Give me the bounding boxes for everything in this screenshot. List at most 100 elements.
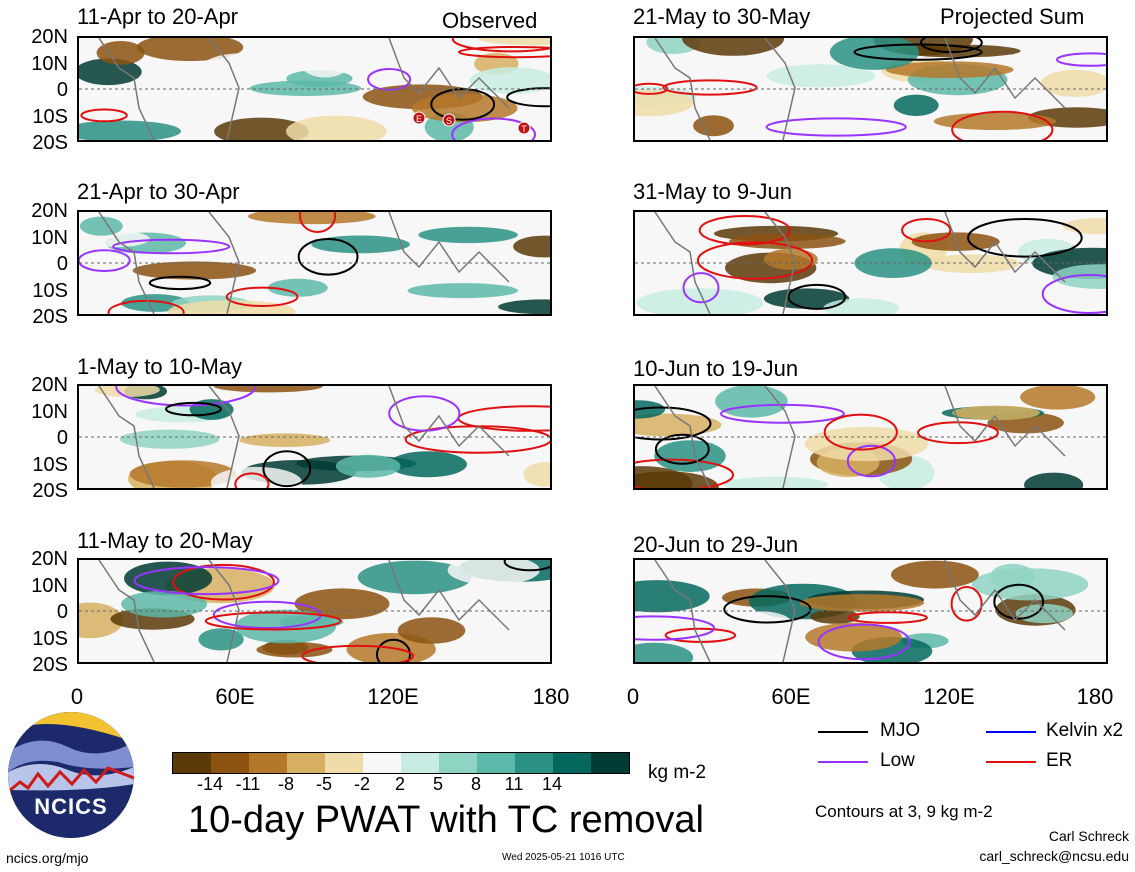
panel-tag: Projected Sum [940,4,1085,29]
anomaly-shade [79,292,120,309]
wave-contour [204,611,342,631]
map-panel [77,210,552,316]
tc-marker-label: T [521,124,527,134]
wave-contour [846,444,896,478]
wave-contour [698,215,791,246]
anomaly-shade [1052,264,1106,289]
wave-contour [787,283,847,310]
colorbar-swatch [287,753,325,773]
lat-label: 20S [32,480,68,502]
anomaly-shade [249,80,362,96]
colorbar-labels: -14 -11 -8 -5 -2 2 5 8 11 14 [172,774,628,794]
coastline [654,386,1066,488]
colorbar-label: -14 [196,774,224,794]
wave-contour [148,275,212,291]
wave-contour [993,583,1045,620]
anomaly-shade [891,560,979,589]
colorbar-label: 2 [394,774,406,794]
anomaly-shade [513,235,550,258]
anomaly-shade [635,413,722,437]
contours-note: Contours at 3, 9 kg m-2 [815,802,993,821]
legend-label-low: Low [880,750,915,771]
anomaly-shade [1015,604,1073,624]
anomaly-shade [635,400,666,419]
legend-label-mjo: MJO [880,720,921,741]
anomaly-shade [256,641,333,658]
lon-label: 120E [367,684,419,709]
author-name: Carl Schreck [1048,828,1129,844]
anomaly-shade [829,38,919,70]
wave-contour [853,43,983,61]
colorbar-swatch [173,753,211,773]
colorbar-swatch [401,753,439,773]
anomaly-shade [498,299,550,314]
map-panel: E S T [77,36,552,142]
map-panel [633,36,1108,142]
colorbar-label: -2 [353,774,371,794]
lat-label: 20S [32,654,68,676]
ncics-logo: NCICS [8,712,134,838]
wave-contour [1056,52,1106,67]
anomaly-shade [804,426,929,462]
logo-text: NCICS [34,794,108,819]
map-field [635,386,1106,488]
wave-contour [165,401,222,417]
map-field [79,386,550,488]
map-panel [633,210,1108,316]
lat-label: 10S [32,453,68,476]
anomaly-shade [1020,386,1096,410]
panel-title: 11-Apr to 20-Apr [77,4,239,29]
colorbar-swatch [515,753,553,773]
anomaly-shade [715,386,788,418]
lat-label: 20N [31,548,68,570]
colorbar-swatch [553,753,591,773]
anomaly-shade [388,451,467,478]
wave-contour [430,88,496,121]
map-field [635,212,1106,314]
wave-contour [654,433,710,465]
anomaly-shade [971,568,1089,601]
lat-label: 0 [56,79,68,101]
wave-contour [917,421,999,445]
panel-title: 20-Jun to 29-Jun [633,532,799,557]
lat-label: 10N [31,400,68,423]
anomaly-shade [96,41,145,65]
wave-contour [301,644,415,662]
website-link[interactable]: ncics.org/mjo [6,850,89,866]
wave-contour [506,87,550,108]
anomaly-shade [1062,218,1106,235]
lon-label: 0 [70,684,84,709]
timestamp: Wed 2025-05-21 1016 UTC [502,852,625,863]
anomaly-shade [635,466,693,488]
wave-contour [503,560,550,572]
wave-contour [376,638,411,662]
wave-contour [950,586,983,622]
colorbar-label: -11 [235,774,261,794]
wave-contour [107,299,185,314]
wave-contour [723,595,812,624]
lat-label: 20N [31,26,68,48]
wave-contour [696,241,814,280]
legend-line-er [986,761,1036,763]
coastline [98,386,510,488]
anomaly-shade [723,476,829,488]
legend-line-low [818,761,868,763]
wave-contour [847,611,928,624]
lat-label: 0 [56,253,68,275]
author-email[interactable]: carl_schreck@ncsu.edu [979,848,1129,864]
lat-label: 10N [31,52,68,75]
figure-title: 10-day PWAT with TC removal [188,799,704,841]
anomaly-shade [654,440,726,472]
colorbar-swatch [591,753,629,773]
anomaly-shade [635,642,694,662]
anomaly-shade [199,53,287,87]
tc-marker-icon [412,111,426,125]
wave-contour [367,68,412,91]
tc-marker-icon [517,121,531,135]
wave-contour [79,249,131,272]
map-field [635,560,1106,662]
wave-contour [115,386,257,407]
anomaly-shade [299,46,351,78]
panel-tag: Observed [442,8,538,33]
anomaly-shade [885,61,1014,78]
